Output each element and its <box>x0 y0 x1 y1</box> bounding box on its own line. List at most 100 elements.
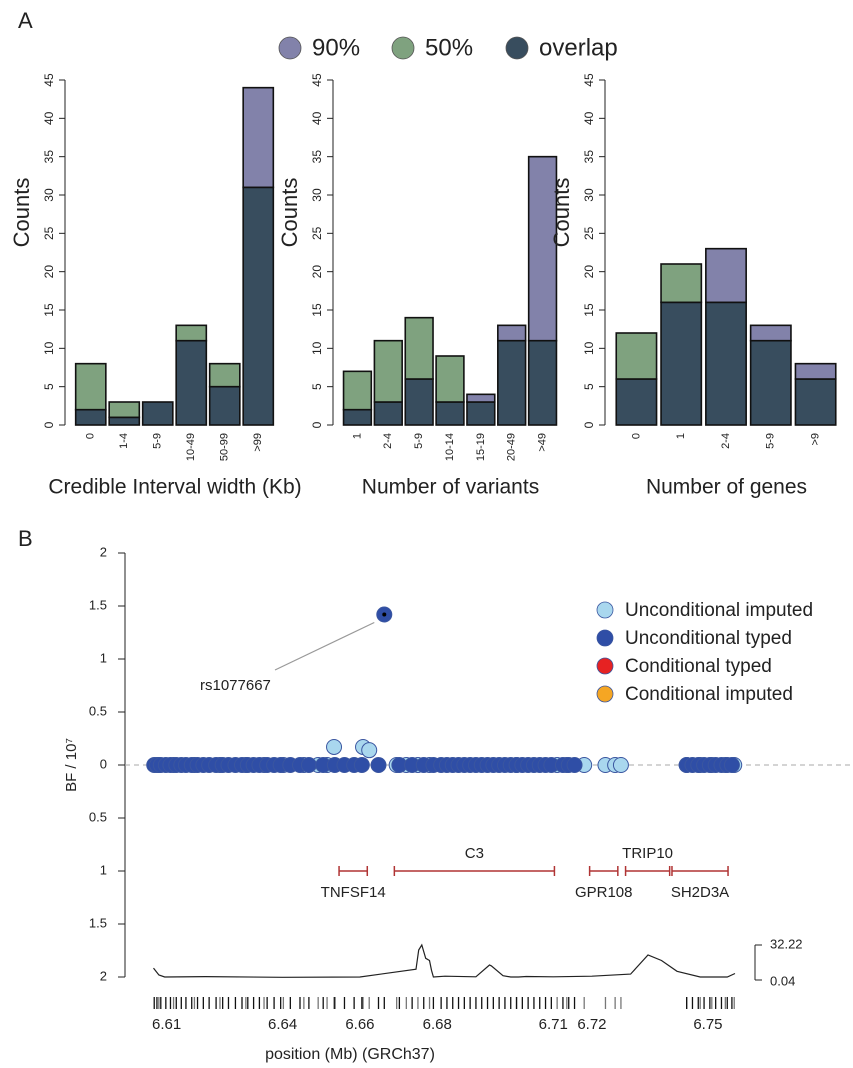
coverage-line <box>153 943 736 978</box>
x-tick-label: 6.75 <box>693 1016 722 1033</box>
y-axis-label: Counts <box>9 178 34 248</box>
y-tick-label: 10 <box>310 341 324 355</box>
y-tick-label: 40 <box>582 111 596 125</box>
legend-label: Conditional imputed <box>625 684 793 705</box>
gene-label: GPR108 <box>575 884 633 901</box>
point <box>612 757 629 773</box>
x-tick-label: 10-14 <box>444 433 456 461</box>
y-tick-label: 45 <box>42 73 56 87</box>
y-tick-label: 30 <box>42 188 56 202</box>
y-tick-label: 15 <box>310 303 324 317</box>
bar-segment <box>435 401 465 426</box>
x-tick-label: 20-49 <box>506 433 518 461</box>
y-tick-label: 20 <box>42 265 56 279</box>
bar-segment <box>342 408 373 426</box>
bar-segment <box>466 401 496 426</box>
x-tick-label: 6.66 <box>345 1016 374 1033</box>
bar-segment <box>373 339 403 403</box>
bar-segment <box>705 301 747 426</box>
y-tick-label: 40 <box>310 111 324 125</box>
x-tick-label: 1 <box>351 433 363 439</box>
bar-segment <box>404 378 434 426</box>
y-tick-label: 5 <box>310 383 324 390</box>
legend-label: 90% <box>312 34 360 61</box>
y-tick-label: 2 <box>100 544 107 559</box>
y-tick-label: 45 <box>310 73 324 87</box>
bar-segment <box>660 301 703 426</box>
legend-swatch <box>505 36 529 60</box>
bar-segment <box>705 247 747 304</box>
x-tick-label: >99 <box>252 433 264 452</box>
y-tick-label: 20 <box>310 265 324 279</box>
gene-label: SH2D3A <box>671 884 729 901</box>
bar-segment <box>435 355 465 403</box>
bar-segment <box>141 401 174 426</box>
y-tick-label: 25 <box>582 226 596 240</box>
bar-segment <box>794 378 837 426</box>
y-tick-label: 35 <box>310 150 324 164</box>
gene-label: C3 <box>465 845 484 862</box>
y-tick-label: 15 <box>42 303 56 317</box>
x-axis-label: Number of variants <box>362 476 539 499</box>
y-tick-label: 40 <box>42 111 56 125</box>
x-tick-label: 15-19 <box>475 433 487 461</box>
y-tick-label: 15 <box>582 303 596 317</box>
legend-swatch <box>596 601 614 619</box>
x-tick-label: 5-9 <box>765 433 777 449</box>
y-tick-label: 10 <box>582 341 596 355</box>
bar-segment <box>74 408 107 426</box>
y-tick-label: 5 <box>42 383 56 390</box>
x-axis-label: Credible Interval width (Kb) <box>48 476 301 499</box>
y-axis-label: BF / 10⁷ <box>63 738 80 792</box>
legend-label: Conditional typed <box>625 656 772 677</box>
y-tick-label: 1.5 <box>89 597 107 612</box>
bar-segment <box>175 324 208 342</box>
y-tick-label: 25 <box>42 226 56 240</box>
bar-segment <box>175 339 208 426</box>
legend-swatch <box>596 685 614 703</box>
legend-swatch <box>596 657 614 675</box>
x-tick-label: 2-4 <box>382 433 394 449</box>
x-tick-label: 10-49 <box>185 433 197 461</box>
x-tick-label: 2-4 <box>720 433 732 449</box>
y-tick-label: 25 <box>310 226 324 240</box>
bar-segment <box>404 316 434 380</box>
bar-segment <box>527 155 558 342</box>
legend-label: Unconditional imputed <box>625 600 813 621</box>
bar-segment <box>242 186 275 426</box>
panel-label: B <box>18 526 33 551</box>
gene-label: TNFSF14 <box>321 884 386 901</box>
y-tick-label: 1 <box>100 650 107 665</box>
y-tick-label: 0.5 <box>89 809 107 824</box>
bar-segment <box>497 339 527 426</box>
bar-segment <box>74 362 107 411</box>
x-tick-label: 0 <box>85 433 97 439</box>
y-tick-label: 30 <box>310 188 324 202</box>
bar-segment <box>527 339 558 426</box>
y-axis-label: Counts <box>277 178 302 248</box>
bar-segment <box>660 263 703 304</box>
x-tick-label: 1-4 <box>118 433 130 449</box>
y-tick-label: 10 <box>42 341 56 355</box>
bar-segment <box>615 378 658 426</box>
y-tick-label: 0 <box>582 421 596 428</box>
bar-segment <box>497 324 527 342</box>
bar-segment <box>208 362 241 388</box>
point <box>361 742 378 759</box>
point <box>353 757 370 773</box>
y-tick-label: 20 <box>582 265 596 279</box>
y-tick-label: 0 <box>100 756 107 771</box>
legend-label: overlap <box>539 34 618 61</box>
point <box>300 757 317 773</box>
bar-segment <box>749 324 792 342</box>
x-tick-label: 5-9 <box>152 433 164 449</box>
highlight-dot <box>382 612 387 617</box>
legend-swatch <box>278 36 302 60</box>
x-tick-label: 50-99 <box>219 433 231 461</box>
y-axis-label: Counts <box>549 178 574 248</box>
x-axis-label: Number of genes <box>646 476 807 499</box>
y-tick-label: 35 <box>582 150 596 164</box>
x-tick-label: 6.64 <box>268 1016 297 1033</box>
y-tick-label: 0 <box>42 421 56 428</box>
